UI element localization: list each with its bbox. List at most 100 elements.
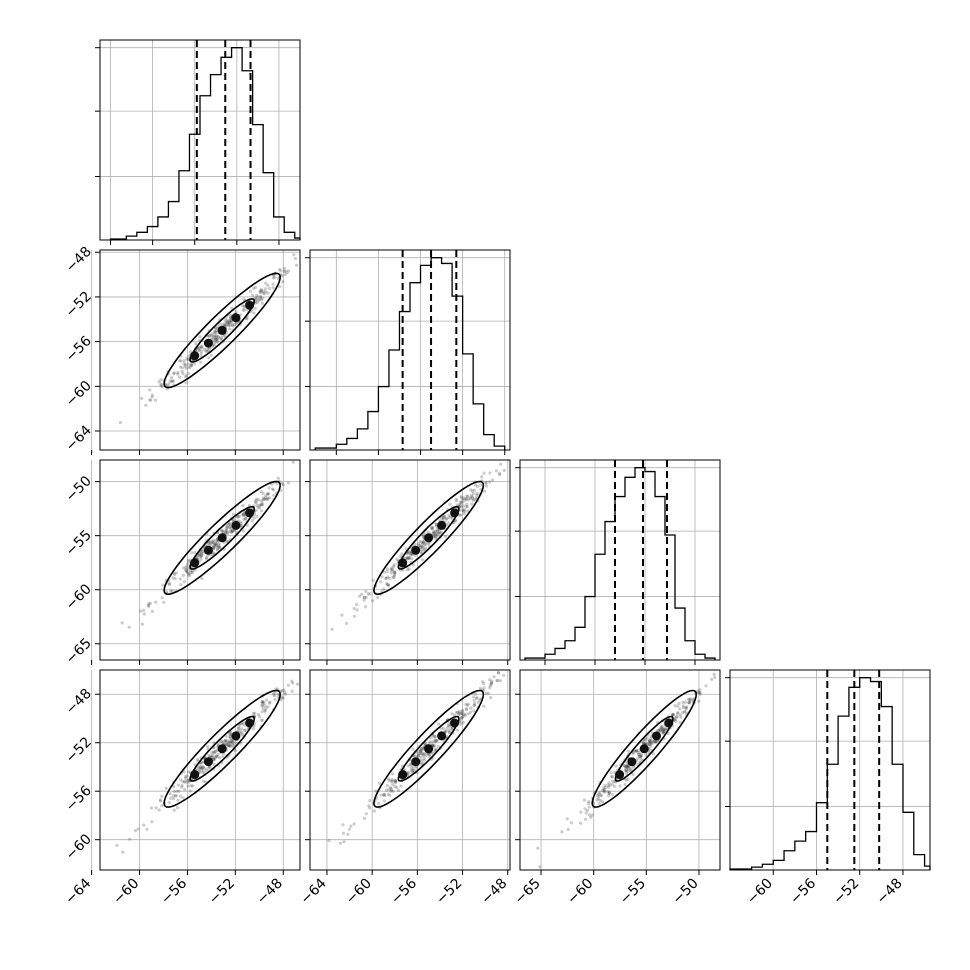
scatter-10-point [196,348,200,352]
scatter-20-point [213,543,217,547]
scatter-21-point [344,621,349,626]
scatter-10-point [182,362,186,366]
scatter-30-point [228,744,232,748]
scatter-30-point [176,798,180,802]
scatter-31-point [421,753,425,757]
scatter-20-point [225,531,230,536]
scatter-31-point [444,729,448,733]
scatter-32-point [603,790,607,794]
scatter-30-point [256,713,260,717]
scatter-30-point [242,728,247,733]
scatter-10-point [258,290,262,294]
scatter-10-point [176,370,180,375]
scatter-30-point [169,796,173,800]
scatter-21-point [435,529,440,533]
scatter-20-point [212,546,216,550]
scatter-30-point [224,739,228,743]
y-tick-label: −60 [63,831,95,863]
scatter-20-point [178,577,182,581]
scatter-31-point [460,715,465,719]
scatter-21-point [461,508,465,513]
scatter-32-point [698,688,702,692]
scatter-30-point [223,739,227,743]
scatter-31-point [441,726,445,730]
scatter-30-point [213,750,217,754]
scatter-31-point [414,766,418,770]
scatter-21-point [487,480,492,484]
scatter-31-point [393,781,397,785]
scatter-32-point [569,821,574,825]
scatter-20-point [187,572,191,577]
scatter-32-point [657,729,661,733]
scatter-30-point [178,794,182,798]
scatter-31-point [449,726,453,730]
scatter-31-point [419,746,423,751]
scatter-10-point [262,292,266,296]
scatter-20-point [242,517,246,521]
scatter-31-point [432,744,436,748]
scatter-20-point [242,512,246,516]
scatter-32-point [678,707,682,711]
scatter-21-point [458,513,462,517]
scatter-10-point [258,297,262,301]
scatter-10-point [157,380,161,384]
scatter-30-point [267,701,272,705]
scatter-20-point [237,514,241,518]
scatter-32-point [623,766,627,770]
scatter-32-point [637,752,641,757]
scatter-20-point [169,589,173,593]
scatter-32-point [626,764,631,769]
scatter-21-point [380,575,384,579]
y-tick-label: −52 [63,288,95,320]
scatter-21-point [364,589,368,594]
scatter-31-point [347,827,351,831]
scatter-32-point [658,727,662,731]
scatter-21-point [469,488,473,492]
scatter-31-point [417,751,421,755]
scatter-10-point [266,291,270,295]
scatter-31-point [393,785,397,789]
scatter-31-point [416,753,421,757]
scatter-10-point [227,321,231,325]
scatter-31-point [460,710,465,714]
scatter-31-point [419,752,424,756]
scatter-31-point [472,701,477,705]
scatter-21-point [406,568,410,572]
scatter-20-point [150,609,154,614]
scatter-21-point [362,596,366,600]
scatter-20-point [220,529,225,533]
scatter-32-point [647,739,651,743]
scatter-32-point [637,751,641,755]
scatter-31-point [488,678,492,682]
scatter-10-point [230,323,234,327]
scatter-30-point [283,692,287,696]
scatter-30-point [172,784,176,789]
scatter-10-point [223,321,227,325]
scatter-20-point [190,570,195,575]
scatter-10-point [140,396,144,400]
scatter-31-point [489,682,493,686]
scatter-21-point [455,499,459,503]
scatter-30-point [240,722,245,726]
scatter-32-point [687,697,691,702]
scatter-31-point [486,691,490,696]
scatter-32-point [645,736,649,741]
scatter-32-point [579,821,583,825]
scatter-10-point [228,323,232,327]
scatter-32-point [606,790,610,794]
scatter-20-point [218,546,222,550]
scatter-30-point [167,801,171,805]
scatter-20-point [206,541,210,546]
scatter-panel-3-0 [91,669,301,875]
scatter-21-point [468,496,472,500]
hist-panel-0 [95,39,301,245]
scatter-21-point [432,531,436,535]
scatter-21-point [409,553,413,557]
scatter-20-point [181,573,185,578]
scatter-31-point [444,730,448,734]
scatter-31-point [463,713,467,718]
scatter-30-point [218,756,222,760]
scatter-20-point [236,515,241,519]
scatter-21-point [421,541,425,545]
scatter-32-contour-1 [591,689,697,808]
